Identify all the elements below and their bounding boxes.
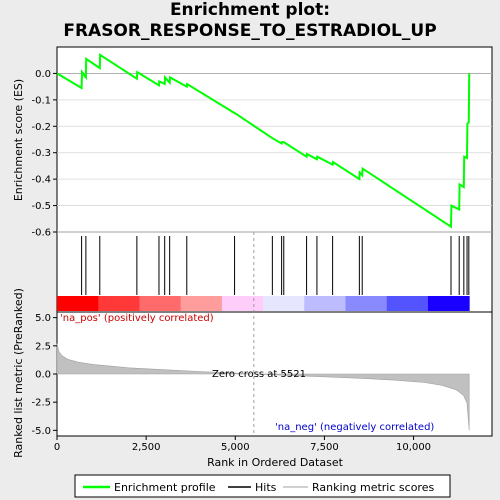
es-ytick-label: -0.6 [31,228,51,239]
legend-box [74,474,451,498]
metric-ytick-label: -5.0 [31,426,51,437]
colorbar-segment [57,296,99,311]
metric-ytick-label: -2.5 [31,398,51,409]
xlabel: Rank in Ordered Dataset [207,456,344,469]
xtick-label: 0 [54,442,60,453]
xtick-label: 7,500 [310,442,339,453]
colorbar-segment [263,296,305,311]
ranking-metric-area [56,343,470,431]
xtick-label: 10,000 [396,442,431,453]
chart-title: Enrichment plot: FRASOR_RESPONSE_TO_ESTR… [0,0,500,42]
enrichment-profile-line [56,53,471,229]
xtick-label: 2,500 [132,442,161,453]
zero-cross-annotation: Zero cross at 5521 [212,369,306,380]
es-ytick-label: -0.1 [31,95,51,106]
colorbar-segment [304,296,347,311]
es-ytick-label: -0.2 [31,122,51,133]
metric-ytick-label: 0.0 [35,370,51,381]
colorbar-segment [221,296,264,311]
colorbar-segment [386,296,429,311]
es-ytick-label: -0.5 [31,201,51,212]
colorbar-segment [180,296,223,311]
colorbar-segment [98,296,140,311]
chart-title-line2: FRASOR_RESPONSE_TO_ESTRADIOL_UP [63,21,437,41]
metric-ytick-label: 5.0 [35,313,51,324]
xtick-label: 5,000 [221,442,250,453]
es-ytick-label: 0.0 [35,69,51,80]
es-ytick-label: -0.3 [31,148,51,159]
pos-annotation: 'na_pos' (positively correlated) [60,313,214,324]
legend-metric-label: Ranking metric scores [312,481,434,494]
chart-title-line1: Enrichment plot: [169,0,331,20]
es-ylabel: Enrichment score (ES) [12,79,25,201]
es-ytick-label: -0.4 [31,175,51,186]
colorbar-segment [427,296,470,311]
legend-enrichment-label: Enrichment profile [114,481,216,494]
metric-ytick-label: 2.5 [35,341,51,352]
colorbar-segment [139,296,182,311]
colorbar-segment [345,296,388,311]
metric-ylabel: Ranked list metric (PreRanked) [12,288,25,458]
neg-annotation: 'na_neg' (negatively correlated) [275,422,434,433]
legend-hits-label: Hits [255,481,277,494]
